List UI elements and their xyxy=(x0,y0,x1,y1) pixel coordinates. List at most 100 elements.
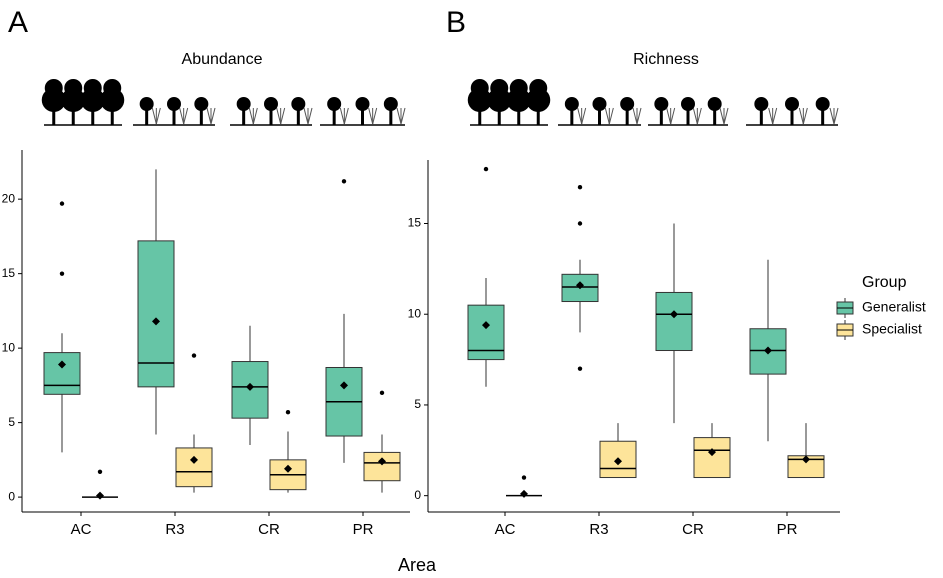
habitat-icon xyxy=(746,97,839,126)
grass xyxy=(577,107,583,125)
y-tick-label: 0 xyxy=(8,489,15,503)
grass xyxy=(798,107,804,125)
crown xyxy=(529,79,548,97)
crown xyxy=(654,97,669,111)
trunk xyxy=(659,110,663,125)
outlier xyxy=(285,409,291,415)
crown xyxy=(236,97,251,111)
grass xyxy=(372,107,378,125)
grass xyxy=(280,107,286,125)
mean-marker xyxy=(482,321,490,330)
grass xyxy=(248,107,254,125)
x-tick-label: CR xyxy=(258,521,280,538)
trunk xyxy=(71,110,75,125)
crown xyxy=(490,79,509,97)
legend-label: Generalist xyxy=(862,299,926,315)
y-tick-label: 10 xyxy=(2,340,16,354)
outlier xyxy=(521,475,527,480)
crown xyxy=(103,79,122,97)
crown xyxy=(44,79,63,97)
trunk xyxy=(478,110,482,125)
box xyxy=(137,240,175,388)
crown xyxy=(592,97,607,111)
grass xyxy=(632,107,638,125)
mean-marker xyxy=(378,457,386,466)
mean-marker xyxy=(58,360,66,369)
mean-marker xyxy=(340,381,348,390)
trunk xyxy=(686,110,690,125)
grass xyxy=(692,107,698,125)
trunk xyxy=(497,110,501,125)
box xyxy=(693,437,731,479)
outlier xyxy=(97,469,103,474)
y-tick-label: 10 xyxy=(408,306,422,320)
panel-label: B xyxy=(446,6,466,39)
x-tick-label: AC xyxy=(71,521,92,538)
grass xyxy=(155,107,161,125)
y-tick-label: 0 xyxy=(414,488,421,502)
habitat-icon xyxy=(230,97,313,126)
crown xyxy=(470,79,489,97)
mean-marker xyxy=(190,455,198,464)
trunk xyxy=(199,110,203,125)
crown xyxy=(785,97,799,111)
mean-marker xyxy=(708,448,716,457)
box xyxy=(749,328,787,375)
grass xyxy=(183,107,189,125)
grass xyxy=(604,107,610,125)
habitat-icon xyxy=(41,79,125,126)
habitat-icon xyxy=(467,79,551,126)
panel-label: A xyxy=(8,6,28,39)
crown xyxy=(564,97,579,111)
x-tick-label: AC xyxy=(495,521,516,538)
crown xyxy=(355,97,370,111)
trunk xyxy=(361,110,364,125)
mean-marker xyxy=(246,382,254,391)
y-tick-label: 5 xyxy=(8,415,15,429)
box xyxy=(43,352,81,395)
trunk xyxy=(598,110,601,125)
crown xyxy=(64,79,83,97)
legend-title: Group xyxy=(862,274,907,291)
trunk xyxy=(52,110,56,125)
crown xyxy=(327,97,342,111)
crown xyxy=(509,79,528,97)
x-tick-label: CR xyxy=(682,521,704,538)
grass xyxy=(772,107,778,125)
grass xyxy=(179,107,185,125)
mean-marker xyxy=(576,281,584,290)
crown xyxy=(681,97,695,111)
trunk xyxy=(536,110,540,125)
mean-marker xyxy=(284,464,292,473)
grass xyxy=(396,107,402,125)
box xyxy=(363,451,401,482)
trunk xyxy=(110,110,114,125)
trunk xyxy=(790,110,794,125)
grass xyxy=(400,107,406,125)
trunk xyxy=(389,110,393,125)
trunk xyxy=(759,110,763,125)
trunk xyxy=(821,110,825,125)
crown xyxy=(707,97,722,111)
grass xyxy=(636,107,642,125)
grass xyxy=(276,107,282,125)
grass xyxy=(719,107,725,125)
grass xyxy=(303,107,309,125)
box xyxy=(655,291,693,352)
outlier xyxy=(379,390,385,396)
x-tick-label: R3 xyxy=(589,521,608,538)
mean-marker xyxy=(152,317,160,326)
y-tick-label: 15 xyxy=(2,266,16,280)
outlier xyxy=(483,166,489,172)
crown xyxy=(167,97,181,111)
crown xyxy=(139,97,154,111)
outlier xyxy=(341,179,347,184)
trunk xyxy=(172,110,176,125)
y-tick-label: 20 xyxy=(2,191,16,205)
habitat-icon xyxy=(558,97,642,126)
grass xyxy=(581,107,587,125)
crown xyxy=(291,97,306,111)
grass xyxy=(151,107,157,125)
outlier xyxy=(577,366,583,371)
grass xyxy=(696,107,702,125)
